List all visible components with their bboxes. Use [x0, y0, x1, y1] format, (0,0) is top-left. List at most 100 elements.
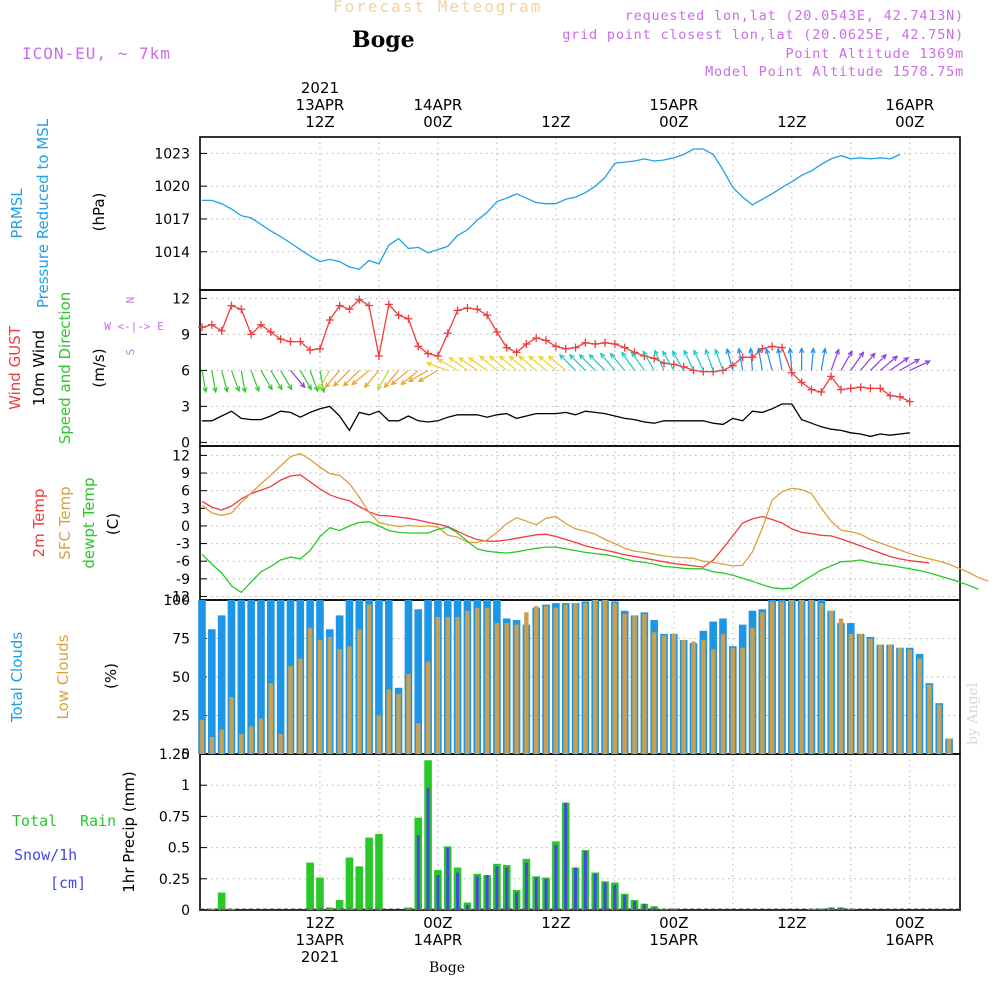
rain-bar	[335, 900, 344, 910]
low-cloud-bar	[209, 737, 215, 754]
low-cloud-bar	[760, 612, 765, 754]
low-cloud-bar	[917, 658, 922, 754]
wind-direction-arrow	[889, 356, 910, 371]
time-label-bottom: 14APR	[414, 931, 463, 949]
gust-point	[266, 328, 275, 336]
y-tick-label: -9	[176, 572, 190, 588]
gust-point	[227, 301, 236, 310]
low-cloud-bar	[946, 738, 952, 754]
wind-direction-arrow	[671, 350, 685, 371]
precip-legend-label: Total	[12, 812, 57, 830]
snow-bar	[849, 908, 853, 910]
wind-direction-arrow	[860, 352, 876, 371]
low-cloud-bar	[612, 603, 618, 754]
compass-south: S	[124, 349, 137, 356]
model-label: ICON-EU, ~ 7km	[22, 44, 171, 63]
time-label-top: 12Z	[777, 113, 806, 131]
snow-bar	[426, 787, 430, 910]
time-label-bottom: 2021	[301, 948, 339, 966]
low-cloud-bar	[425, 661, 431, 754]
low-cloud-bar	[386, 689, 391, 754]
low-cloud-bar	[327, 636, 332, 754]
snow-bar	[642, 903, 646, 910]
grid-point-coordinates: grid point closest lon,lat (20.0625E, 42…	[562, 27, 964, 43]
wind-direction-arrow	[810, 347, 816, 371]
dewpt-line	[201, 521, 979, 594]
wind-direction-arrow	[437, 358, 458, 371]
gust-point	[453, 306, 462, 315]
wind-direction-arrow	[425, 361, 448, 371]
gust-point	[198, 323, 206, 332]
wind-direction-arrow	[221, 370, 229, 393]
low-cloud-bar	[504, 623, 509, 754]
meteogram-title: Forecast Meteogram	[333, 0, 543, 16]
snow-bar	[505, 867, 509, 910]
snow-bar	[574, 867, 578, 910]
gust-point	[836, 385, 845, 394]
total-cloud-bar	[227, 600, 236, 754]
wind-direction-arrow	[850, 351, 865, 371]
gust-point	[404, 314, 413, 323]
snow-bar	[672, 908, 676, 910]
gust-point	[817, 388, 826, 396]
panel-label: Total Clouds	[8, 632, 26, 724]
y-tick-label: 25	[172, 709, 190, 725]
panel-label: Speed and Direction	[56, 292, 74, 445]
y-tick-label: 1020	[154, 179, 190, 195]
wind-direction-arrow	[508, 355, 527, 371]
compass-west-east: W <-|-> E	[104, 320, 164, 333]
low-cloud-bar	[622, 613, 627, 754]
low-cloud-bar	[475, 607, 480, 754]
snow-bar	[652, 907, 656, 910]
low-cloud-bar	[347, 646, 352, 754]
wind-direction-arrow	[621, 351, 636, 371]
low-cloud-bar	[534, 606, 539, 754]
total-cloud-bar	[375, 600, 383, 754]
y-tick-label: 3	[181, 501, 190, 517]
precipitation-panel: 0 0.25 0.5 0.75 1 1.25	[159, 747, 961, 919]
gust-point	[256, 320, 265, 329]
wind-direction-arrow	[748, 347, 754, 371]
wind-direction-arrow	[498, 355, 517, 371]
y-tick-label: 50	[172, 670, 190, 686]
rain-bar	[316, 877, 324, 910]
low-cloud-bar	[199, 720, 205, 754]
wind-direction-arrow	[683, 349, 695, 371]
time-label-bottom: 13APR	[296, 931, 345, 949]
low-cloud-bar	[514, 624, 519, 754]
wind-direction-arrow	[363, 370, 380, 389]
wind-direction-arrow	[840, 350, 853, 371]
low-cloud-bar	[406, 673, 411, 754]
panel-label: Wind GUST	[6, 325, 24, 410]
wind-direction-arrow	[599, 352, 616, 371]
gust-point	[384, 300, 393, 309]
y-tick-label: 0.25	[159, 872, 190, 888]
gust-point	[699, 367, 708, 376]
time-label-top: 00Z	[423, 113, 452, 131]
panel-label: Low Clouds	[54, 634, 72, 719]
gust-point	[414, 342, 423, 351]
low-cloud-bar	[651, 632, 657, 754]
low-cloud-bar	[337, 649, 342, 754]
snow-bar	[534, 877, 538, 910]
unit-label: (m/s)	[90, 348, 108, 387]
temp-2m-line	[201, 474, 930, 568]
gust-point	[591, 340, 600, 348]
wind-speed-line	[202, 403, 910, 438]
y-tick-label: 0	[181, 435, 190, 451]
total-cloud-bar	[198, 600, 206, 754]
gust-point	[207, 320, 216, 329]
wind-direction-arrow	[211, 370, 218, 394]
y-tick-label: 1017	[154, 212, 190, 228]
y-tick-label: 100	[163, 593, 190, 609]
gust-point	[650, 354, 659, 363]
total-cloud-bar	[237, 600, 246, 754]
gust-point	[492, 328, 501, 336]
unit-label: (%)	[102, 663, 120, 689]
low-cloud-bar	[858, 633, 863, 754]
low-cloud-bar	[317, 640, 323, 754]
wind-direction-arrow	[309, 370, 319, 393]
gust-point	[247, 330, 256, 339]
snow-bar	[485, 875, 489, 910]
low-cloud-bar	[307, 627, 313, 754]
